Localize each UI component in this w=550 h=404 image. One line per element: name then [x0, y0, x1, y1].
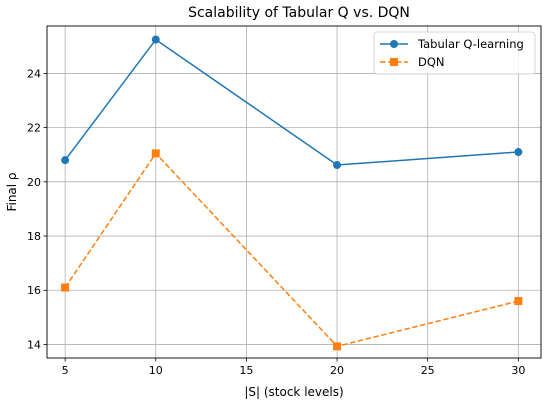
- data-point: [151, 149, 160, 158]
- y-tick-label: 20: [27, 176, 41, 189]
- data-point: [333, 161, 342, 170]
- x-axis: 5 10 15 20 25 30: [62, 358, 525, 377]
- series-line-2: [64, 152, 519, 348]
- y-axis: 14 16 18 20 22 24: [27, 67, 47, 351]
- y-tick-label: 14: [27, 338, 41, 351]
- legend-box: [373, 31, 536, 75]
- x-tick-label: 20: [330, 364, 344, 377]
- x-tick-label: 30: [511, 364, 525, 377]
- data-point: [333, 342, 342, 351]
- data-point: [61, 156, 70, 165]
- legend-marker: [390, 40, 398, 48]
- x-tick-label: 25: [421, 364, 435, 377]
- data-point: [61, 283, 70, 292]
- data-point: [151, 35, 160, 44]
- grid: [47, 26, 541, 358]
- data-point: [514, 148, 523, 157]
- data-point: [514, 297, 523, 306]
- y-tick-label: 22: [27, 122, 41, 135]
- legend: Tabular Q-learning DQN: [373, 31, 536, 75]
- chart-title: Scalability of Tabular Q vs. DQN: [188, 5, 410, 21]
- x-tick-label: 5: [62, 364, 69, 377]
- x-tick-label: 15: [239, 364, 253, 377]
- y-tick-label: 16: [27, 284, 41, 297]
- series-layer: [61, 35, 523, 351]
- x-tick-label: 10: [149, 364, 163, 377]
- legend-label: Tabular Q-learning: [417, 37, 524, 51]
- x-axis-label: |S| (stock levels): [244, 385, 343, 399]
- series-line-1: [64, 38, 519, 166]
- y-axis-label: Final ρ: [5, 172, 19, 211]
- legend-label: DQN: [418, 55, 445, 69]
- y-tick-label: 24: [27, 67, 41, 80]
- legend-marker: [390, 58, 398, 66]
- y-tick-label: 18: [27, 230, 41, 243]
- plot-frame: [46, 25, 542, 359]
